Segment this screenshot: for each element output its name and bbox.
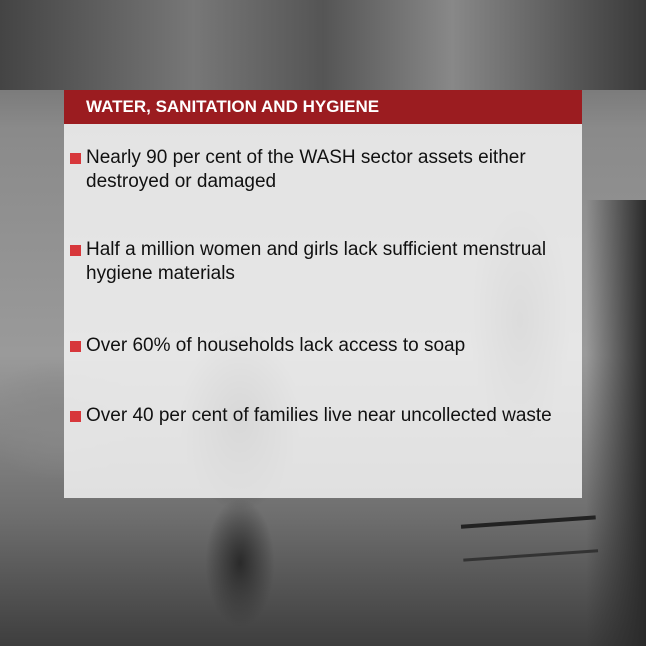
item-text: Over 40 per cent of families live near u… xyxy=(86,405,552,426)
background-photo xyxy=(0,0,646,90)
list-item: Over 40 per cent of families live near u… xyxy=(70,404,586,428)
child-legs-photo xyxy=(205,498,275,628)
panel-title: WATER, SANITATION AND HYGIENE xyxy=(64,90,582,124)
list-item: Half a million women and girls lack suff… xyxy=(70,238,586,286)
bullet-square-icon xyxy=(70,245,81,256)
item-text: Over 60% of households lack access to so… xyxy=(86,335,466,356)
bullet-square-icon xyxy=(70,153,81,164)
list-item: Over 60% of households lack access to so… xyxy=(70,334,586,358)
item-text: Half a million women and girls lack suff… xyxy=(86,239,547,284)
photo-edge xyxy=(586,200,646,646)
bullet-square-icon xyxy=(70,341,81,352)
bullet-square-icon xyxy=(70,411,81,422)
info-panel: WATER, SANITATION AND HYGIENE Nearly 90 … xyxy=(64,90,582,498)
cart-photo xyxy=(460,515,599,562)
item-text: Nearly 90 per cent of the WASH sector as… xyxy=(86,147,526,192)
list-item: Nearly 90 per cent of the WASH sector as… xyxy=(70,146,586,194)
